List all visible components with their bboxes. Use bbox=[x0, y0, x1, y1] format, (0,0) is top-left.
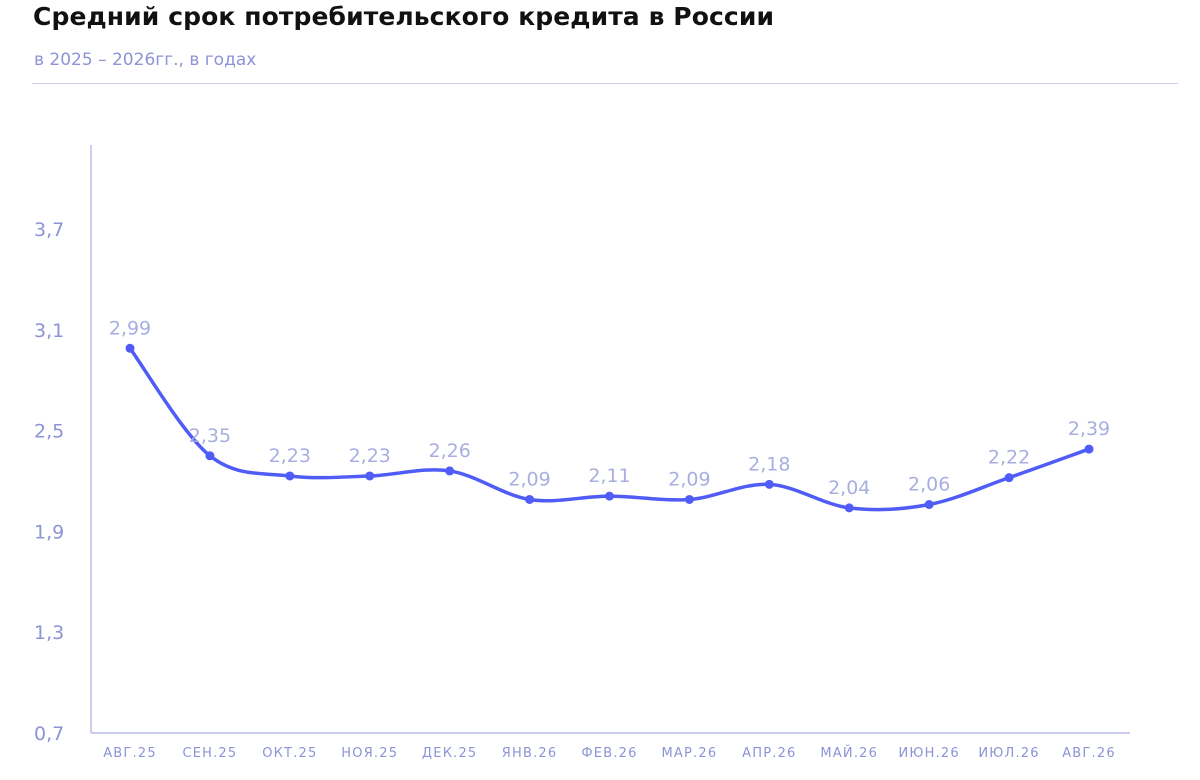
y-tick-label: 0,7 bbox=[34, 723, 64, 745]
data-point bbox=[445, 466, 455, 476]
data-label: 2,39 bbox=[1068, 418, 1110, 440]
y-tick-label: 2,5 bbox=[34, 421, 64, 443]
data-label: 2,09 bbox=[508, 468, 550, 490]
data-point bbox=[924, 500, 934, 510]
x-tick-label: МАР.26 bbox=[662, 746, 718, 761]
x-tick-label: ОКТ.25 bbox=[262, 746, 317, 761]
x-tick-label: ИЮН.26 bbox=[898, 746, 959, 761]
data-label: 2,04 bbox=[828, 477, 870, 499]
data-label: 2,35 bbox=[189, 425, 231, 447]
x-tick-label: СЕН.25 bbox=[182, 746, 237, 761]
data-point bbox=[525, 494, 535, 504]
data-label: 2,23 bbox=[269, 445, 311, 467]
x-tick-label: ФЕВ.26 bbox=[581, 746, 637, 761]
data-point bbox=[205, 451, 215, 461]
x-tick-label: ДЕК.25 bbox=[422, 746, 477, 761]
y-tick-label: 3,7 bbox=[34, 219, 64, 241]
data-label: 2,09 bbox=[668, 468, 710, 490]
data-label: 2,11 bbox=[588, 465, 630, 487]
data-point bbox=[764, 479, 774, 489]
x-tick-label: АВГ.26 bbox=[1062, 746, 1116, 761]
data-point bbox=[285, 471, 295, 481]
data-point bbox=[1004, 473, 1014, 483]
x-tick-label: МАЙ.26 bbox=[820, 745, 878, 761]
x-tick-label: АПР.26 bbox=[742, 746, 796, 761]
data-label: 2,99 bbox=[109, 317, 151, 339]
chart-title: Средний срок потребительского кредита в … bbox=[33, 2, 775, 31]
data-point bbox=[605, 491, 614, 501]
x-tick-label: НОЯ.25 bbox=[341, 746, 398, 761]
chart-subtitle: в 2025 – 2026гг., в годах bbox=[34, 50, 257, 70]
data-label: 2,22 bbox=[988, 447, 1030, 469]
data-point bbox=[684, 494, 694, 504]
data-point bbox=[125, 343, 135, 353]
header-divider bbox=[32, 83, 1178, 84]
y-tick-label: 1,3 bbox=[34, 622, 64, 644]
y-tick-label: 1,9 bbox=[34, 521, 64, 543]
data-label: 2,23 bbox=[349, 445, 391, 467]
data-label: 2,06 bbox=[908, 474, 950, 496]
data-point bbox=[844, 503, 854, 513]
data-label: 2,18 bbox=[748, 453, 790, 475]
y-tick-label: 3,1 bbox=[34, 320, 64, 342]
data-label: 2,26 bbox=[429, 440, 471, 462]
data-point bbox=[1084, 444, 1094, 454]
data-point bbox=[365, 471, 375, 481]
x-tick-label: ЯНВ.26 bbox=[502, 746, 558, 761]
x-tick-label: ИЮЛ.26 bbox=[978, 746, 1039, 761]
x-tick-label: АВГ.25 bbox=[103, 746, 157, 761]
